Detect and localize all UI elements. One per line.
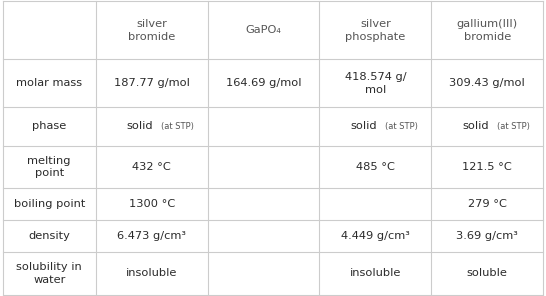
Text: molar mass: molar mass bbox=[16, 78, 82, 89]
Text: 6.473 g/cm³: 6.473 g/cm³ bbox=[117, 231, 186, 241]
Text: solid: solid bbox=[462, 121, 489, 131]
Text: 485 °C: 485 °C bbox=[356, 162, 395, 172]
Text: (at STP): (at STP) bbox=[385, 122, 418, 131]
Text: boiling point: boiling point bbox=[14, 199, 85, 209]
Text: 187.77 g/mol: 187.77 g/mol bbox=[114, 78, 189, 89]
Text: solid: solid bbox=[126, 121, 153, 131]
Text: (at STP): (at STP) bbox=[162, 122, 194, 131]
Text: 1300 °C: 1300 °C bbox=[128, 199, 175, 209]
Text: 418.574 g/
mol: 418.574 g/ mol bbox=[345, 72, 406, 94]
Text: 164.69 g/mol: 164.69 g/mol bbox=[226, 78, 301, 89]
Text: 4.449 g/cm³: 4.449 g/cm³ bbox=[341, 231, 410, 241]
Text: 279 °C: 279 °C bbox=[468, 199, 507, 209]
Text: silver
phosphate: silver phosphate bbox=[345, 19, 406, 42]
Text: melting
point: melting point bbox=[27, 156, 71, 178]
Text: 121.5 °C: 121.5 °C bbox=[462, 162, 512, 172]
Text: insoluble: insoluble bbox=[350, 268, 401, 278]
Text: phase: phase bbox=[32, 121, 67, 131]
Text: insoluble: insoluble bbox=[126, 268, 177, 278]
Text: 309.43 g/mol: 309.43 g/mol bbox=[449, 78, 525, 89]
Text: solid: solid bbox=[350, 121, 377, 131]
Text: (at STP): (at STP) bbox=[497, 122, 530, 131]
Text: solubility in
water: solubility in water bbox=[16, 262, 82, 284]
Text: 3.69 g/cm³: 3.69 g/cm³ bbox=[456, 231, 518, 241]
Text: GaPO₄: GaPO₄ bbox=[246, 25, 282, 36]
Text: density: density bbox=[28, 231, 70, 241]
Text: 432 °C: 432 °C bbox=[132, 162, 171, 172]
Text: silver
bromide: silver bromide bbox=[128, 19, 175, 42]
Text: gallium(III)
bromide: gallium(III) bromide bbox=[457, 19, 518, 42]
Text: soluble: soluble bbox=[467, 268, 508, 278]
